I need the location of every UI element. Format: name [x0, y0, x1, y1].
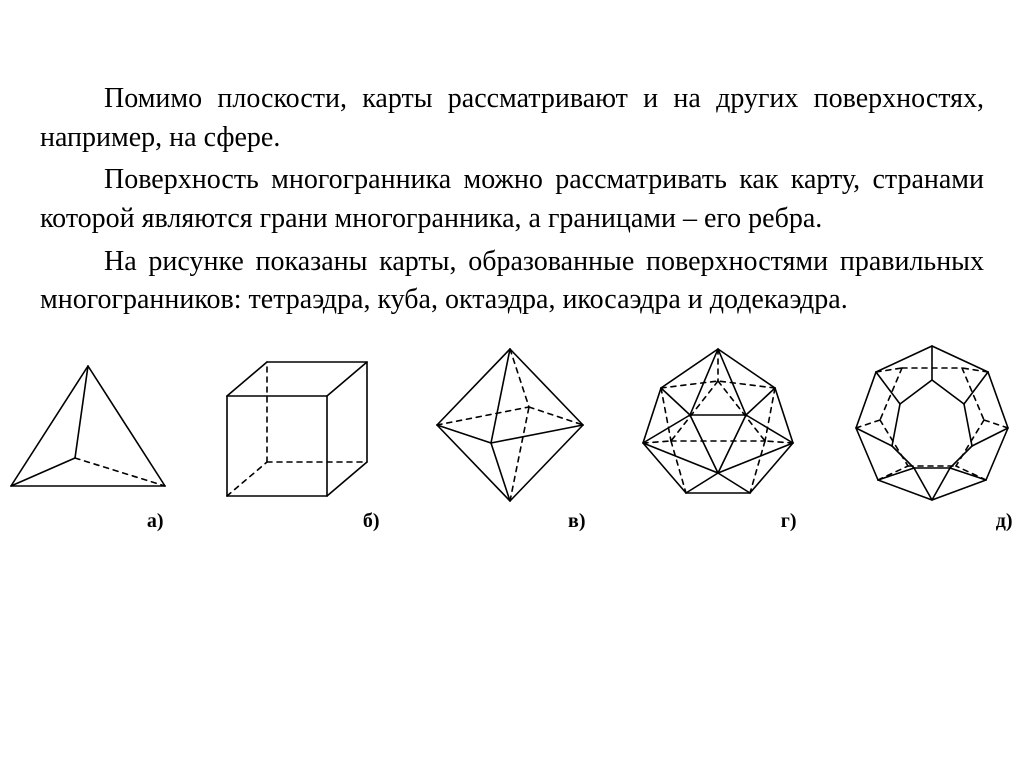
- tetrahedron-label: а): [0, 510, 164, 533]
- octahedron-diagram: [425, 343, 595, 508]
- cube-label: б): [200, 510, 380, 533]
- tetrahedron-diagram: [3, 358, 173, 508]
- document-page: Помимо плоскости, карты рассматривают и …: [0, 0, 1024, 767]
- octahedron-label: в): [416, 510, 586, 533]
- icosahedron-label: г): [622, 510, 797, 533]
- icosahedron-diagram: [631, 343, 806, 508]
- polyhedra-figure-row: а)б)в)г)д): [40, 338, 984, 533]
- polyhedron-icosahedron: г): [622, 343, 815, 533]
- paragraph-1: Помимо плоскости, карты рассматривают и …: [40, 80, 984, 157]
- paragraph-2: Поверхность многогранника можно рассматр…: [40, 161, 984, 238]
- dodecahedron-diagram: [842, 338, 1022, 508]
- polyhedron-cube: б): [200, 348, 398, 533]
- cube-diagram: [209, 348, 389, 508]
- polyhedron-dodecahedron: д): [833, 338, 1024, 533]
- dodecahedron-label: д): [833, 510, 1013, 533]
- paragraph-3: На рисунке показаны карты, образованные …: [40, 243, 984, 320]
- polyhedron-octahedron: в): [416, 343, 604, 533]
- polyhedron-tetrahedron: а): [0, 358, 182, 533]
